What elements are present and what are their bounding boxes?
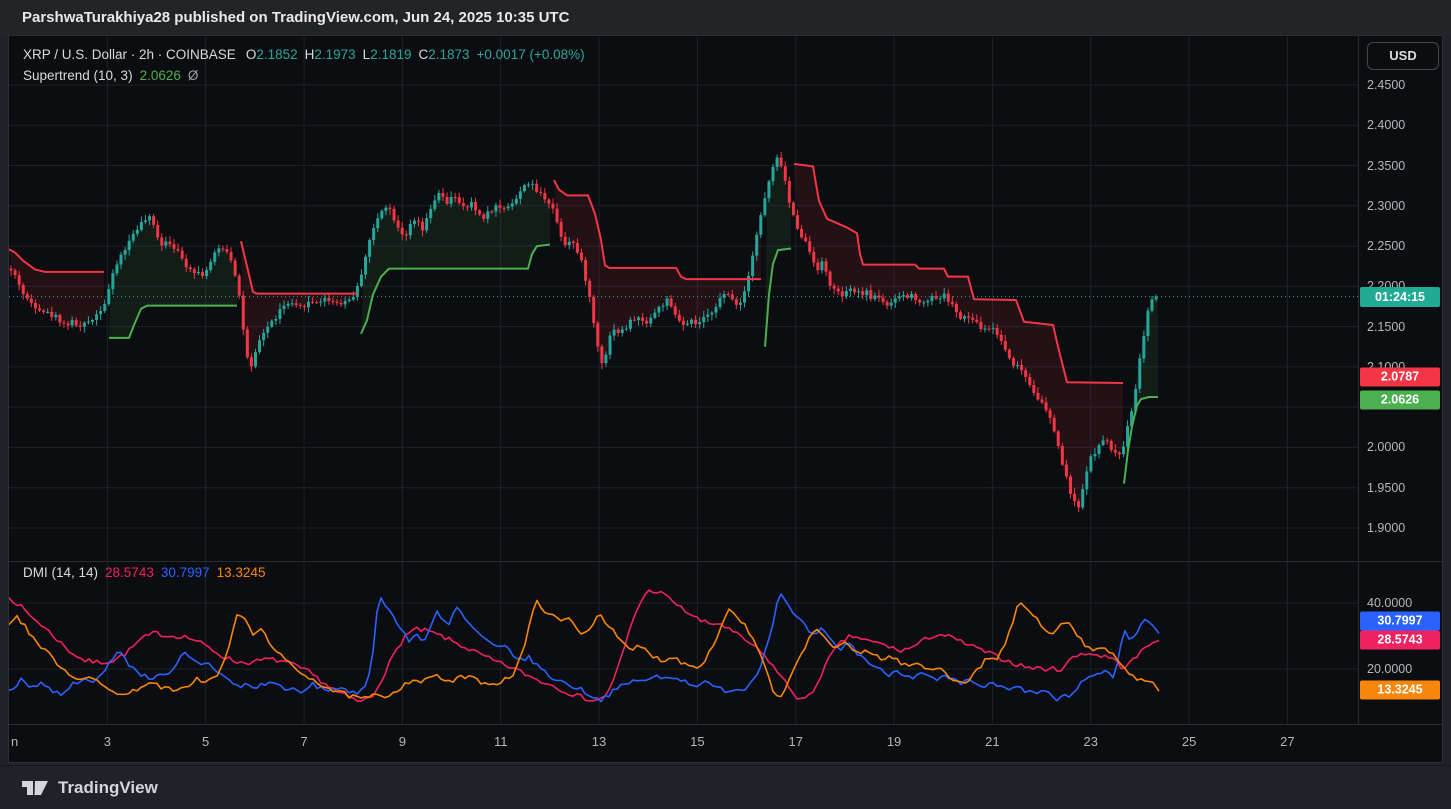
supertrend-line-down — [241, 241, 357, 293]
footer-brand[interactable]: TradingView — [58, 778, 158, 798]
time-tick-label: 25 — [1182, 734, 1196, 749]
footer-bar: TradingView — [0, 765, 1451, 809]
price-axis[interactable]: USD 2.45002.40002.35002.30002.25002.2000… — [1359, 36, 1444, 724]
supertrend-fill-up — [361, 182, 550, 334]
price-tick-label: 2.4000 — [1367, 118, 1405, 132]
time-tick-label: 5 — [202, 734, 209, 749]
dmi-adx-value: 28.5743 — [105, 565, 154, 580]
ohlc-close-value: 2.1873 — [428, 47, 469, 62]
time-tick-label: n — [11, 734, 18, 749]
supertrend-line-up — [1124, 397, 1158, 484]
price-tick-label: 2.4500 — [1367, 78, 1405, 92]
supertrend-stop-badge: 2.0787 — [1360, 368, 1440, 387]
ohlc-open-value: 2.1852 — [256, 47, 297, 62]
ohlc-close-label: C — [418, 47, 428, 62]
pane-separator-price-dmi[interactable] — [9, 561, 1444, 562]
time-tick-label: 7 — [300, 734, 307, 749]
hide-indicator-icon[interactable]: Ø — [188, 68, 199, 83]
tradingview-logo-icon[interactable] — [22, 777, 49, 799]
symbol-legend-row: XRP / U.S. Dollar · 2h · COINBASE O2.1852… — [23, 47, 585, 62]
time-tick-label: 19 — [887, 734, 901, 749]
header-bar: ParshwaTurakhiya28 published on TradingV… — [0, 0, 1451, 35]
price-tick-label: 1.9000 — [1367, 521, 1405, 535]
dmi-line-minus-di — [9, 600, 1159, 697]
change-value: +0.0017 (+0.08%) — [477, 47, 585, 62]
dmi-plus-di-badge: 30.7997 — [1360, 612, 1440, 631]
time-tick-label: 27 — [1280, 734, 1294, 749]
dmi-minus-di-value: 13.3245 — [217, 565, 266, 580]
time-tick-label: 11 — [494, 734, 508, 749]
published-caption: ParshwaTurakhiya28 published on TradingV… — [22, 9, 569, 26]
currency-button[interactable]: USD — [1367, 42, 1439, 70]
ohlc-low-value: 2.1819 — [370, 47, 411, 62]
ohlc-high-value: 2.1973 — [314, 47, 355, 62]
price-tick-label: 2.0000 — [1367, 440, 1405, 454]
dmi-plus-di-value: 30.7997 — [161, 565, 210, 580]
supertrend-value-badge: 2.0626 — [1360, 391, 1440, 410]
countdown-price-badge: 01:24:15 — [1360, 287, 1440, 307]
dmi-adx-badge: 28.5743 — [1360, 631, 1440, 650]
time-tick-label: 9 — [399, 734, 406, 749]
supertrend-overlay — [9, 156, 1158, 504]
supertrend-fill-up — [1124, 297, 1158, 484]
time-tick-label: 23 — [1084, 734, 1098, 749]
dmi-tick-label: 40.0000 — [1367, 596, 1412, 610]
price-tick-label: 2.2500 — [1367, 239, 1405, 253]
dmi-name: DMI (14, 14) — [23, 565, 98, 580]
price-tick-label: 1.9500 — [1367, 481, 1405, 495]
supertrend-fill-up — [109, 219, 237, 338]
dmi-minus-di-badge: 13.3245 — [1360, 681, 1440, 700]
time-tick-label: 13 — [592, 734, 606, 749]
time-tick-label: 3 — [104, 734, 111, 749]
chart-frame: XRP / U.S. Dollar · 2h · COINBASE O2.1852… — [8, 35, 1443, 763]
ohlc-open-label: O — [246, 47, 257, 62]
price-tick-label: 2.3500 — [1367, 159, 1405, 173]
time-tick-label: 21 — [985, 734, 999, 749]
dmi-tick-label: 20.0000 — [1367, 662, 1412, 676]
time-axis[interactable]: n 3 5 7 9 11 13 15 17 19 21 23 25 27 — [9, 724, 1358, 764]
price-tick-label: 2.3000 — [1367, 199, 1405, 213]
supertrend-name: Supertrend (10, 3) — [23, 68, 133, 83]
supertrend-legend-row: Supertrend (10, 3) 2.0626 Ø — [23, 68, 198, 83]
ohlc-high-label: H — [305, 47, 315, 62]
dmi-line-plusminus-di — [9, 594, 1159, 702]
dmi-legend-row: DMI (14, 14) 28.5743 30.7997 13.3245 — [23, 565, 265, 580]
published-chart-page: ParshwaTurakhiya28 published on TradingV… — [0, 0, 1451, 809]
time-tick-label: 17 — [788, 734, 802, 749]
supertrend-fill-down — [794, 164, 1123, 504]
time-tick-label: 15 — [690, 734, 704, 749]
price-tick-label: 2.1500 — [1367, 320, 1405, 334]
symbol-title: XRP / U.S. Dollar · 2h · COINBASE — [23, 47, 236, 62]
supertrend-value: 2.0626 — [140, 68, 181, 83]
price-chart-canvas[interactable] — [9, 36, 1444, 764]
